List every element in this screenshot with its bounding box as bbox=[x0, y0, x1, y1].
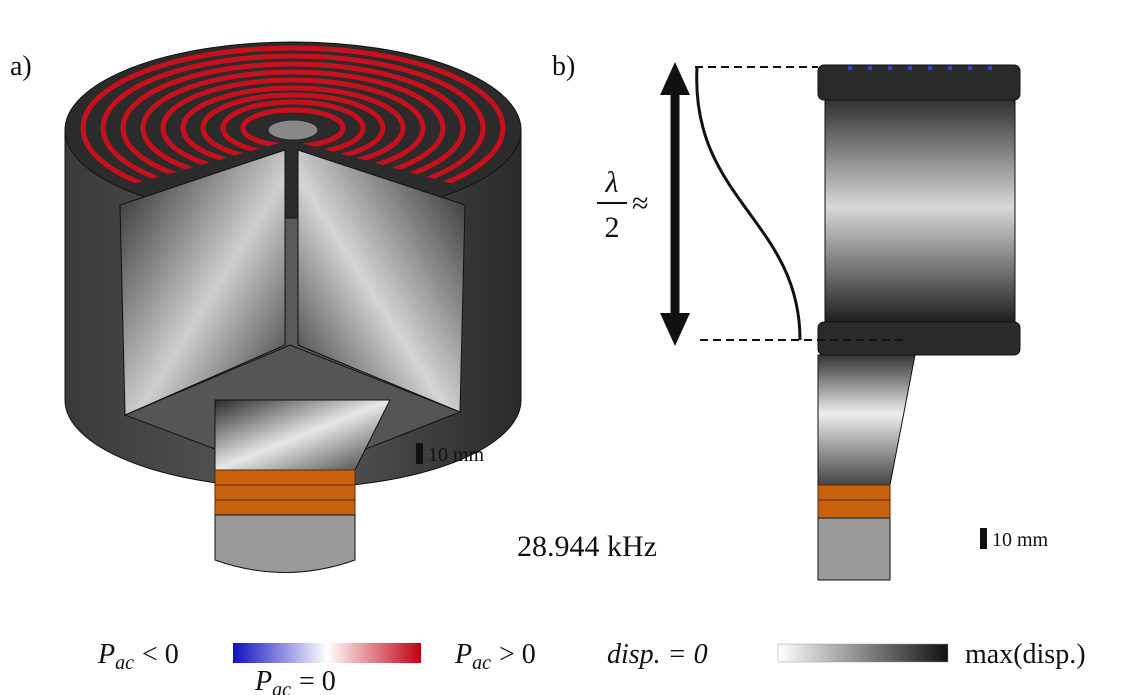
legend-label: max(disp.) bbox=[965, 639, 1086, 670]
model-a bbox=[65, 42, 521, 573]
text-part: ac bbox=[272, 679, 291, 695]
text-part: P bbox=[254, 666, 272, 695]
model-b bbox=[660, 62, 1020, 580]
scale-bar bbox=[416, 443, 423, 464]
wavelength-relation: ≈ bbox=[632, 187, 648, 220]
text-part: P bbox=[454, 639, 472, 670]
text-part: < 0 bbox=[142, 639, 179, 670]
frequency-label: 28.944 kHz bbox=[517, 530, 657, 563]
scale-bar bbox=[980, 528, 987, 549]
text-part: ac bbox=[472, 652, 491, 674]
legend-label: disp. = 0 bbox=[607, 639, 708, 670]
panel-label: a) bbox=[10, 51, 32, 82]
wavelength-denominator: 2 bbox=[605, 211, 620, 244]
wavelength-numerator: λ bbox=[605, 166, 619, 199]
text-part: ac bbox=[115, 652, 134, 674]
legend-label: Pac > 0 bbox=[454, 639, 536, 674]
text-part: > 0 bbox=[499, 639, 536, 670]
text-part: P bbox=[97, 639, 115, 670]
pressure-colorbar bbox=[233, 643, 421, 663]
displacement-colorbar bbox=[778, 644, 948, 662]
figure: a) b) λ 2 ≈ 10 mm 10 mm 28.944 kHz Pac < … bbox=[0, 0, 1143, 695]
text-part: = 0 bbox=[299, 666, 336, 695]
scale-bar-label: 10 mm bbox=[992, 529, 1049, 551]
scale-bar-label: 10 mm bbox=[428, 444, 485, 466]
legend-label: Pac = 0 bbox=[254, 666, 336, 695]
legend-label: Pac < 0 bbox=[97, 639, 179, 674]
panel-label: b) bbox=[552, 51, 575, 82]
